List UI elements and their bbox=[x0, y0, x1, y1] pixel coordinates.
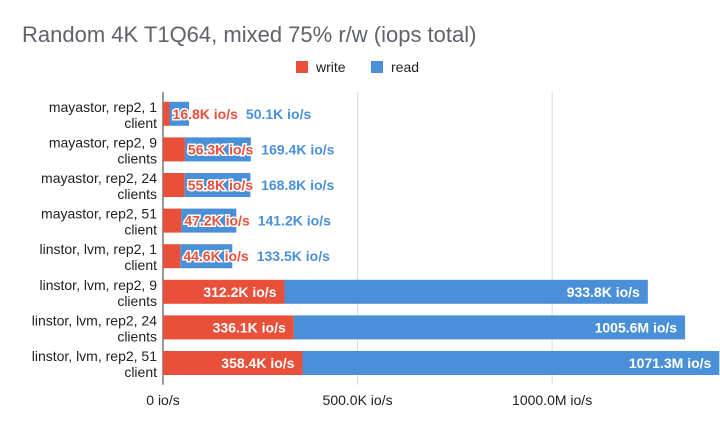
legend-swatch-read bbox=[371, 61, 383, 73]
data-label-read: 141.2K io/s bbox=[258, 213, 331, 229]
data-label-read: 1071.3M io/s bbox=[629, 355, 712, 371]
bar-read bbox=[181, 208, 237, 233]
data-label-write: 56.3K io/s bbox=[188, 141, 254, 157]
legend-label-write: write bbox=[315, 59, 346, 75]
category-label-line: client bbox=[124, 364, 157, 380]
bar-write bbox=[163, 173, 185, 197]
legend-label-read: read bbox=[391, 59, 419, 75]
bar-write bbox=[163, 244, 181, 269]
data-label-write: 336.1K io/s bbox=[213, 319, 286, 335]
bar-write bbox=[163, 208, 182, 233]
bar-read bbox=[284, 279, 648, 304]
data-label-write: 55.8K io/s bbox=[188, 177, 254, 193]
category-label: mayastor, rep2, 24 clients bbox=[41, 170, 157, 202]
bar-read bbox=[184, 173, 251, 197]
x-tick-label: 1000.0M io/s bbox=[512, 392, 592, 408]
category-label-line: linstor, lvm, rep2, 51 bbox=[32, 348, 157, 364]
bars: 16.8K io/s 50.1K io/s 56.3K io/s 169.4K io/… bbox=[163, 101, 720, 375]
legend-swatch-write bbox=[296, 61, 308, 73]
data-label-read: 168.8K io/s bbox=[261, 177, 334, 193]
data-label-read: 50.1K io/s bbox=[246, 106, 312, 122]
data-label-read: 1005.6M io/s bbox=[595, 319, 678, 335]
bar-write bbox=[163, 279, 285, 304]
category-label: mayastor, rep2, 1 client bbox=[49, 99, 157, 131]
category-label-line: client bbox=[124, 115, 157, 131]
data-label-write: 44.6K io/s bbox=[183, 248, 249, 264]
x-tick-label: 500.0K io/s bbox=[323, 392, 393, 408]
category-label-line: mayastor, rep2, 9 bbox=[49, 134, 157, 150]
bar-write bbox=[163, 351, 303, 375]
category-label-line: clients bbox=[117, 186, 157, 202]
category-label-line: clients bbox=[117, 328, 157, 344]
data-label-read: 133.5K io/s bbox=[257, 248, 330, 264]
bar-write bbox=[163, 137, 185, 162]
data-label-write: 358.4K io/s bbox=[221, 355, 294, 371]
category-label-line: linstor, lvm, rep2, 9 bbox=[40, 277, 158, 293]
legend: write read bbox=[296, 59, 419, 75]
bar-write bbox=[163, 315, 294, 340]
category-label: linstor, lvm, rep2, 51 client bbox=[32, 348, 157, 380]
category-label: linstor, lvm, rep2, 1 client bbox=[40, 241, 158, 273]
data-label-read: 169.4K io/s bbox=[261, 141, 334, 157]
category-label: mayastor, rep2, 9 clients bbox=[49, 134, 157, 166]
category-label-line: linstor, lvm, rep2, 24 bbox=[32, 312, 157, 328]
bar-read bbox=[184, 137, 251, 162]
data-label-write: 47.2K io/s bbox=[184, 213, 250, 229]
category-label: linstor, lvm, rep2, 9 clients bbox=[40, 277, 158, 309]
category-label: mayastor, rep2, 51 client bbox=[41, 206, 157, 238]
category-label-line: mayastor, rep2, 51 bbox=[41, 206, 157, 222]
category-label-line: linstor, lvm, rep2, 1 bbox=[40, 241, 158, 257]
bar-read bbox=[180, 244, 233, 269]
category-label-line: clients bbox=[117, 293, 157, 309]
category-label: linstor, lvm, rep2, 24 clients bbox=[32, 312, 157, 344]
x-tick-label: 0 io/s bbox=[146, 392, 179, 408]
bar-read bbox=[293, 315, 686, 340]
data-label-write: 16.8K io/s bbox=[173, 106, 239, 122]
bar-read bbox=[169, 101, 190, 126]
chart-title: Random 4K T1Q64, mixed 75% r/w (iops tot… bbox=[22, 22, 476, 47]
bar-read bbox=[302, 351, 720, 375]
category-label-line: client bbox=[124, 222, 157, 238]
bar-write bbox=[163, 101, 170, 126]
gridlines bbox=[162, 92, 553, 385]
category-label-line: mayastor, rep2, 24 bbox=[41, 170, 157, 186]
data-label-write: 312.2K io/s bbox=[203, 284, 276, 300]
data-label-read: 933.8K io/s bbox=[567, 284, 640, 300]
category-label-line: client bbox=[124, 257, 157, 273]
category-label-line: mayastor, rep2, 1 bbox=[49, 99, 157, 115]
x-axis-ticks: 0 io/s 500.0K io/s 1000.0M io/s bbox=[146, 392, 592, 408]
category-label-line: clients bbox=[117, 150, 157, 166]
